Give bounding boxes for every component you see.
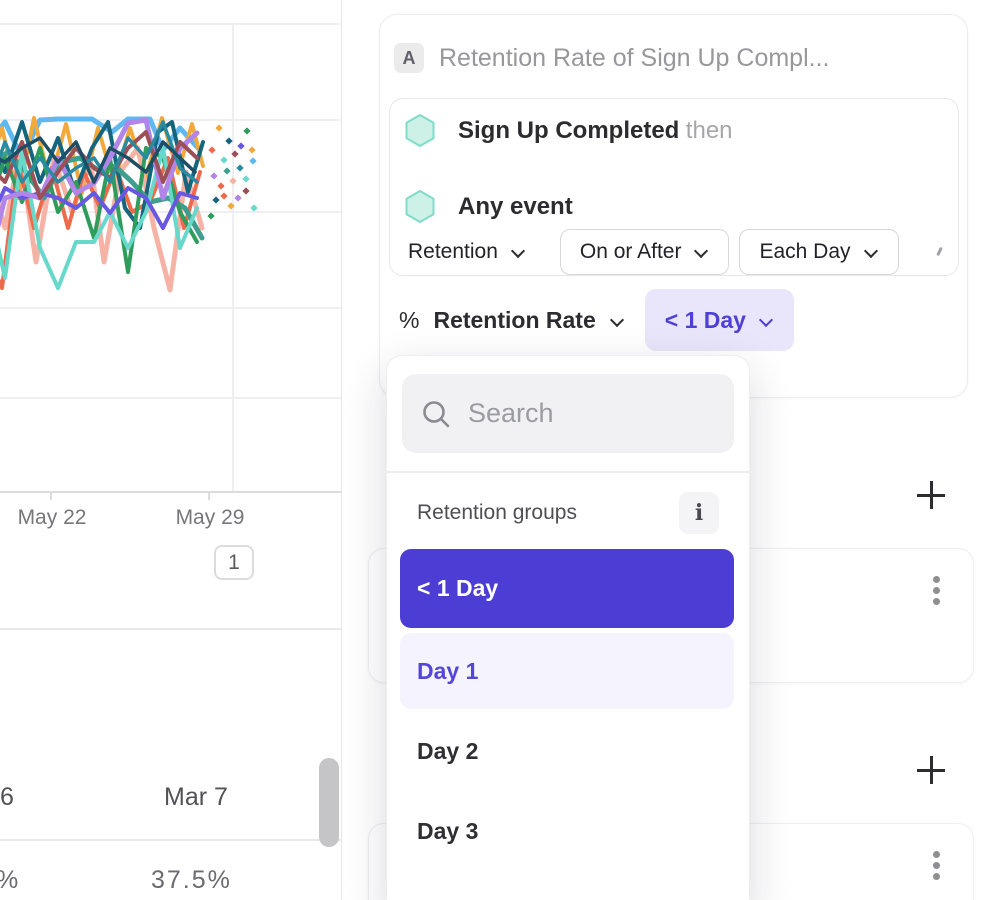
- chart-panel: May 22 May 29 1 6 Mar 7 % 37.5%: [0, 0, 341, 900]
- card-title-row: A Retention Rate of Sign Up Compl...: [394, 43, 829, 73]
- dropdown-divider: [387, 471, 749, 473]
- table-divider: [0, 628, 341, 630]
- measure-row: % Retention Rate < 1 Day: [399, 287, 794, 353]
- event-hexagon-icon: [405, 190, 435, 223]
- menu-item-day-2[interactable]: Day 2: [417, 737, 479, 764]
- chevron-down-icon: [694, 245, 709, 258]
- scrollbar-thumb[interactable]: [319, 758, 339, 847]
- percent-icon: %: [399, 306, 420, 333]
- event-name[interactable]: Sign Up Completed: [458, 116, 680, 144]
- interval-dropdown-trigger[interactable]: < 1 Day: [644, 289, 794, 351]
- search-box[interactable]: [402, 374, 734, 453]
- retention-controls-row: Retention On or After Each Day: [400, 228, 899, 275]
- on-or-after-dropdown[interactable]: On or After: [559, 228, 730, 275]
- table-value-clipped: %: [0, 866, 20, 895]
- event-row-1[interactable]: Sign Up Completed then: [404, 113, 733, 148]
- chevron-down-icon: [511, 245, 526, 258]
- event-definition-card: Sign Up Completed then Any event Retenti…: [389, 98, 959, 276]
- info-icon[interactable]: i: [679, 492, 719, 534]
- chevron-down-icon: [759, 314, 774, 327]
- menu-item-day-1[interactable]: Day 1: [400, 633, 734, 709]
- section-label: Retention groups: [417, 501, 577, 524]
- panel-divider: [341, 0, 343, 900]
- each-day-label: Each Day: [759, 239, 851, 263]
- add-metric-button[interactable]: [917, 756, 945, 784]
- table-value: 37.5%: [151, 866, 232, 894]
- chevron-down-icon: [864, 245, 879, 258]
- retention-groups-list: < 1 Day Day 1 Day 2 Day 3: [400, 549, 734, 873]
- table-date-clipped: 6: [0, 783, 14, 811]
- event-hexagon-icon: [405, 114, 435, 147]
- each-day-dropdown[interactable]: Each Day: [739, 228, 899, 275]
- chevron-down-icon[interactable]: [610, 314, 625, 327]
- search-input[interactable]: [468, 398, 708, 429]
- retention-config-card: A Retention Rate of Sign Up Compl... Sig…: [379, 14, 968, 398]
- event-row-2[interactable]: Any event: [404, 189, 573, 224]
- menu-item-day-3[interactable]: Day 3: [417, 817, 479, 844]
- x-axis-tick-label: May 22: [17, 506, 87, 529]
- pagination-badge[interactable]: 1: [214, 545, 254, 580]
- on-or-after-label: On or After: [579, 239, 682, 263]
- card-title[interactable]: Retention Rate of Sign Up Compl...: [439, 43, 830, 72]
- menu-item-1-day[interactable]: < 1 Day: [400, 549, 734, 628]
- event-suffix: then: [685, 116, 733, 144]
- retention-type-dropdown[interactable]: Retention: [400, 240, 534, 264]
- table-date-header: Mar 7: [164, 783, 228, 811]
- interval-value: < 1 Day: [664, 306, 746, 333]
- add-metric-button[interactable]: [917, 481, 945, 509]
- kebab-menu-icon[interactable]: [931, 574, 942, 607]
- kebab-menu-icon[interactable]: [931, 849, 942, 882]
- x-axis-tick-label: May 29: [175, 506, 245, 529]
- retention-groups-section: Retention groups i: [417, 487, 719, 539]
- search-icon: [423, 400, 450, 427]
- metric-letter-badge: A: [394, 43, 424, 73]
- retention-chart: [0, 23, 341, 500]
- table-divider: [0, 839, 341, 841]
- event-name[interactable]: Any event: [458, 192, 573, 220]
- retention-type-label: Retention: [408, 239, 498, 263]
- measure-dropdown[interactable]: Retention Rate: [433, 306, 596, 333]
